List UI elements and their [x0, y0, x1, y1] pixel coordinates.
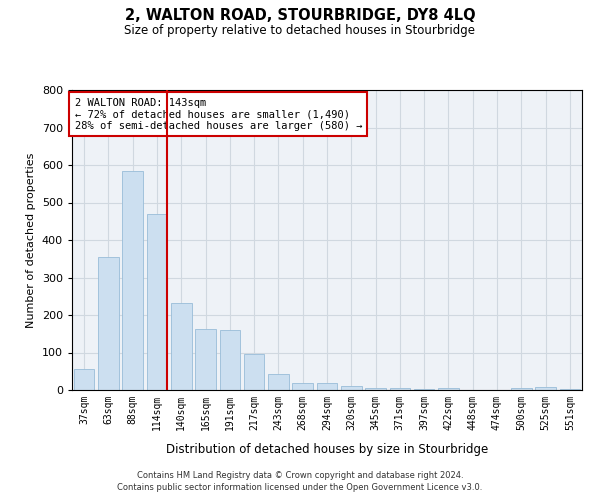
Text: Contains public sector information licensed under the Open Government Licence v3: Contains public sector information licen… [118, 484, 482, 492]
Text: Distribution of detached houses by size in Stourbridge: Distribution of detached houses by size … [166, 442, 488, 456]
Y-axis label: Number of detached properties: Number of detached properties [26, 152, 36, 328]
Bar [220, 330, 240, 390]
Bar [268, 374, 289, 390]
Bar [389, 388, 410, 390]
Bar [146, 214, 167, 390]
Bar [244, 354, 265, 390]
Bar [414, 389, 434, 390]
Bar [341, 386, 362, 390]
Bar [171, 302, 191, 390]
Text: Contains HM Land Registry data © Crown copyright and database right 2024.: Contains HM Land Registry data © Crown c… [137, 471, 463, 480]
Bar [438, 388, 459, 390]
Bar [365, 388, 386, 390]
Text: 2, WALTON ROAD, STOURBRIDGE, DY8 4LQ: 2, WALTON ROAD, STOURBRIDGE, DY8 4LQ [125, 8, 475, 22]
Text: Size of property relative to detached houses in Stourbridge: Size of property relative to detached ho… [125, 24, 476, 37]
Bar [122, 170, 143, 390]
Bar [292, 383, 313, 390]
Bar [535, 387, 556, 390]
Bar [195, 329, 216, 390]
Bar [560, 389, 580, 390]
Text: 2 WALTON ROAD: 143sqm
← 72% of detached houses are smaller (1,490)
28% of semi-d: 2 WALTON ROAD: 143sqm ← 72% of detached … [74, 98, 362, 130]
Bar [511, 388, 532, 390]
Bar [317, 383, 337, 390]
Bar [98, 256, 119, 390]
Bar [74, 368, 94, 390]
